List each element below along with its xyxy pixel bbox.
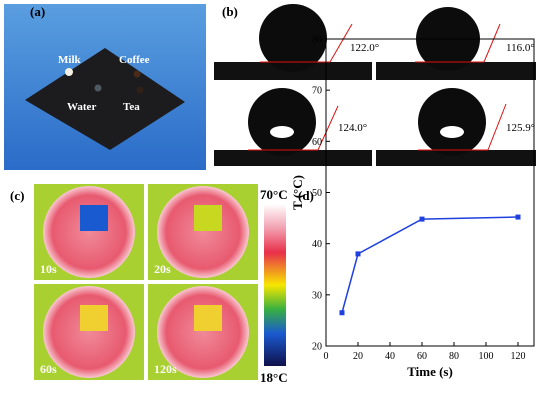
thermal-images — [34, 184, 286, 380]
liquid-label: Water — [67, 101, 96, 113]
panel-label: (a) — [30, 4, 45, 19]
liquid-label: Milk — [58, 54, 81, 66]
x-tick-label: 120 — [511, 351, 526, 362]
contact-angle: 125.9° — [506, 122, 535, 134]
time-label: 60s — [40, 362, 57, 376]
contact-angle: 116.0° — [506, 42, 535, 54]
scale-max: 70°C — [260, 187, 288, 202]
contact-angle: 122.0° — [350, 42, 379, 54]
x-tick-label: 0 — [324, 351, 329, 362]
data-line — [341, 216, 519, 313]
x-tick-label: 80 — [449, 351, 459, 362]
x-tick-label: 40 — [385, 351, 395, 362]
y-tick-label: 60 — [312, 137, 322, 148]
x-tick-label: 60 — [417, 351, 427, 362]
y-tick-label: 80 — [312, 35, 322, 46]
time-label: 120s — [154, 362, 177, 376]
data-point — [355, 251, 361, 257]
x-tick-label: 20 — [353, 351, 363, 362]
y-axis-title: T (°C) — [290, 175, 305, 210]
liquid-label: Tea — [123, 101, 140, 113]
contact-angle: 124.0° — [338, 122, 367, 134]
time-label: 10s — [40, 262, 57, 276]
data-point — [419, 216, 425, 222]
data-point — [515, 214, 521, 220]
panel-label: (b) — [222, 4, 238, 19]
y-tick-label: 70 — [312, 86, 322, 97]
photo-a — [4, 4, 206, 170]
panel-label: (c) — [10, 188, 24, 203]
plot-frame — [325, 38, 535, 347]
panel-label: (d) — [298, 188, 314, 203]
data-point — [339, 310, 345, 316]
y-tick-label: 20 — [312, 342, 322, 353]
y-tick-label: 30 — [312, 290, 322, 301]
droplet-images — [214, 4, 536, 166]
x-tick-label: 100 — [479, 351, 494, 362]
y-tick-label: 40 — [312, 239, 322, 250]
x-axis-title: Time (s) — [407, 364, 453, 379]
liquid-label: Coffee — [119, 54, 150, 66]
scale-min: 18°C — [260, 370, 288, 385]
y-tick-label: 50 — [312, 188, 322, 199]
time-label: 20s — [154, 262, 171, 276]
